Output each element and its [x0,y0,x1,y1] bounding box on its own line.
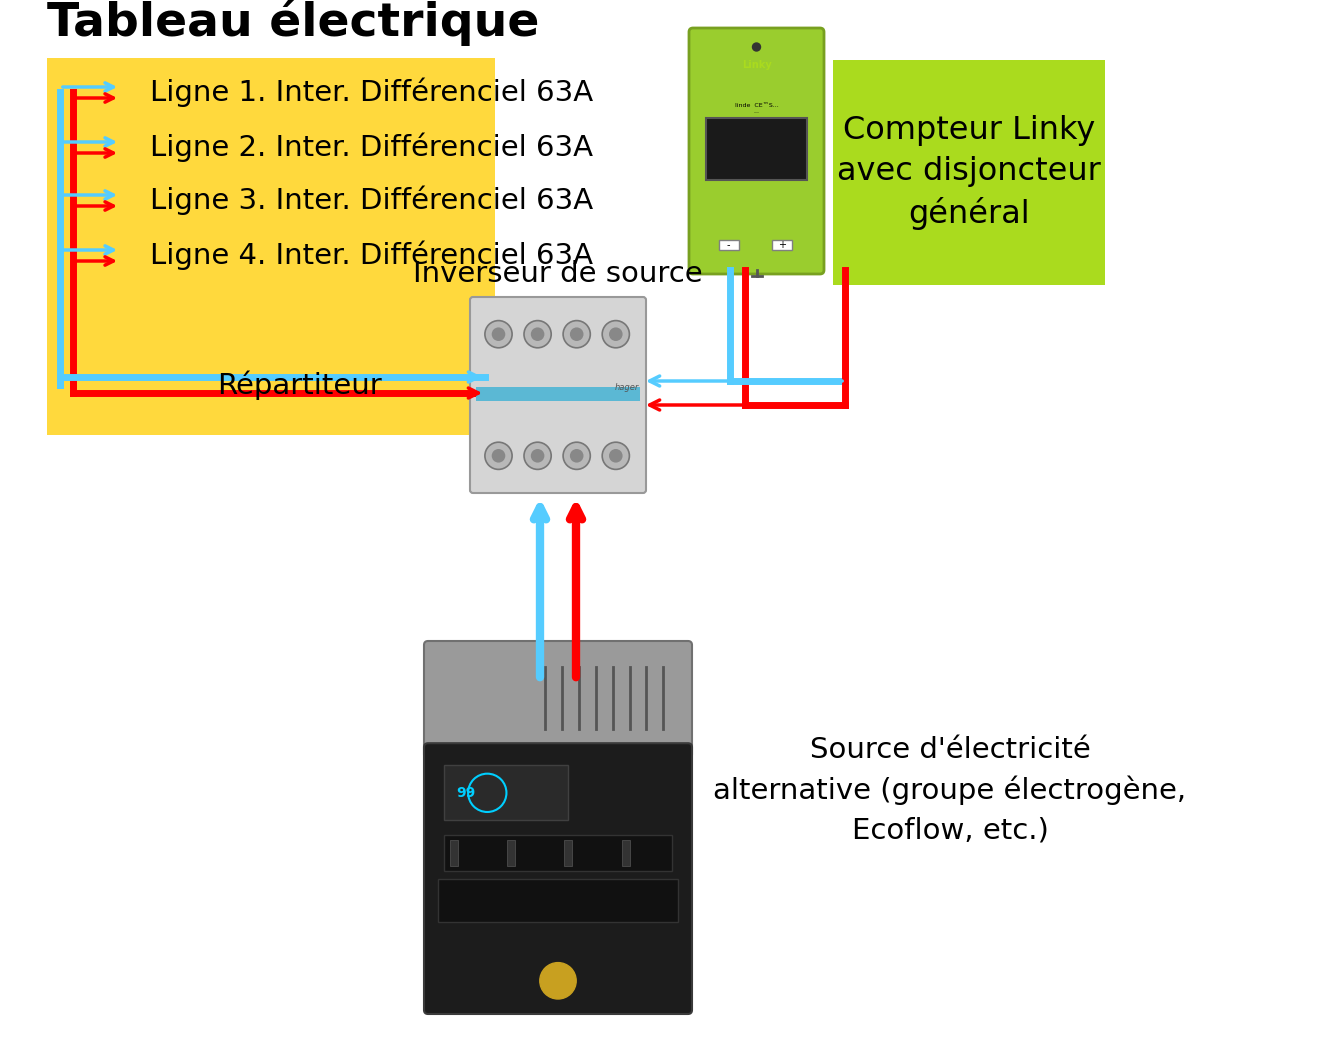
Circle shape [603,320,629,348]
FancyBboxPatch shape [833,60,1104,285]
Circle shape [603,442,629,469]
Text: Ligne 3. Inter. Différenciel 63A: Ligne 3. Inter. Différenciel 63A [150,185,593,215]
Circle shape [609,328,623,341]
Text: +: + [778,240,786,250]
Bar [772,240,792,250]
Text: Compteur Linky
avec disjoncteur
général: Compteur Linky avec disjoncteur général [837,115,1100,230]
Circle shape [484,320,513,348]
Circle shape [753,43,761,51]
Circle shape [523,442,552,469]
FancyBboxPatch shape [470,297,646,493]
Text: Répartiteur: Répartiteur [217,371,382,400]
Circle shape [491,328,506,341]
Text: linde  CE™S...
...: linde CE™S... ... [734,103,778,113]
Circle shape [531,449,545,463]
Bar [718,240,738,250]
Circle shape [564,320,590,348]
Circle shape [564,442,590,469]
Circle shape [523,320,552,348]
Circle shape [539,962,576,999]
Text: Ligne 2. Inter. Différenciel 63A: Ligne 2. Inter. Différenciel 63A [150,132,593,161]
Circle shape [570,328,584,341]
Bar [706,117,808,179]
FancyBboxPatch shape [424,743,692,1013]
FancyBboxPatch shape [47,58,495,435]
Bar [565,841,573,866]
Bar [507,841,515,866]
FancyBboxPatch shape [424,641,692,758]
Text: Ligne 4. Inter. Différenciel 63A: Ligne 4. Inter. Différenciel 63A [150,240,593,270]
Text: Ligne 1. Inter. Différenciel 63A: Ligne 1. Inter. Différenciel 63A [150,77,593,107]
Circle shape [531,328,545,341]
Circle shape [609,449,623,463]
Text: Source d'électricité
alternative (groupe électrogène,
Ecoflow, etc.): Source d'électricité alternative (groupe… [714,736,1186,844]
Text: Linky: Linky [742,60,772,70]
Text: -: - [727,240,730,250]
Circle shape [570,449,584,463]
Bar [444,765,569,820]
Text: 99: 99 [456,786,475,800]
Bar [476,387,640,401]
Bar [621,841,629,866]
Text: Inverseur de source: Inverseur de source [413,260,703,288]
Text: Tableau électrique: Tableau électrique [47,0,539,46]
Circle shape [491,449,506,463]
Circle shape [484,442,513,469]
Bar [439,878,678,922]
FancyBboxPatch shape [688,28,824,274]
Bar [450,841,458,866]
Bar [444,834,672,871]
Text: hager: hager [615,383,639,392]
